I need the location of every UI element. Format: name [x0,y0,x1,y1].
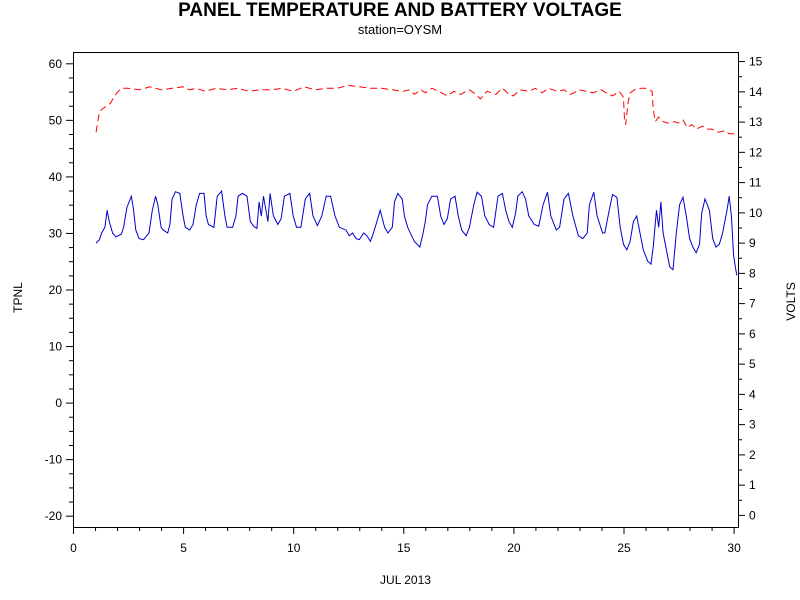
y-left-tick-label: 50 [49,113,63,127]
chart-title: PANEL TEMPERATURE AND BATTERY VOLTAGE [178,0,622,21]
y-right-tick-label: 9 [749,236,756,250]
x-tick-label: 0 [70,541,77,555]
chart-subtitle: station=OYSM [357,22,443,37]
y-right-tick-label: 12 [749,145,763,159]
x-axis-label: JUL 2013 [380,573,431,587]
y-left-tick-label: 60 [49,57,63,71]
y-right-tick-label: 2 [749,448,756,462]
y-axis-left-label: TPNL [11,282,25,313]
y-right-tick-label: 4 [749,387,756,401]
y-left-tick-label: 40 [49,170,63,184]
x-tick-label: 25 [617,541,631,555]
y-left-tick-label: -20 [45,509,63,523]
y-left-tick-label: 10 [49,340,63,354]
y-right-tick-label: 5 [749,357,756,371]
y-right-tick-label: 13 [749,115,763,129]
y-right-tick-label: 6 [749,327,756,341]
x-axis: 0 5 10 15 20 25 30 [70,527,741,555]
x-tick-label: 10 [287,541,301,555]
x-tick-label: 15 [397,541,411,555]
y-right-tick-label: 7 [749,297,756,311]
y-right-tick-label: 0 [749,508,756,522]
plot-frame [73,52,739,528]
y-right-tick-label: 3 [749,418,756,432]
x-tick-label: 30 [727,541,741,555]
x-tick-label: 5 [180,541,187,555]
y-left-tick-label: 20 [49,283,63,297]
series-layer [95,84,738,276]
y-axis-right-label: VOLTS [784,282,798,320]
y-right-tick-label: 15 [749,55,763,69]
series-line-tpnl [95,189,738,276]
y-axis-left: -20 -10 0 10 20 30 40 50 60 [45,57,73,523]
y-left-tick-label: -10 [45,453,63,467]
y-left-tick-label: 30 [49,226,63,240]
y-left-tick-label: 0 [55,396,62,410]
y-right-tick-label: 1 [749,478,756,492]
y-right-tick-label: 8 [749,266,756,280]
y-right-tick-label: 14 [749,85,763,99]
x-tick-label: 20 [507,541,521,555]
y-right-tick-label: 11 [749,176,762,190]
y-right-tick-label: 10 [749,206,763,220]
series-line-volts [95,84,738,136]
